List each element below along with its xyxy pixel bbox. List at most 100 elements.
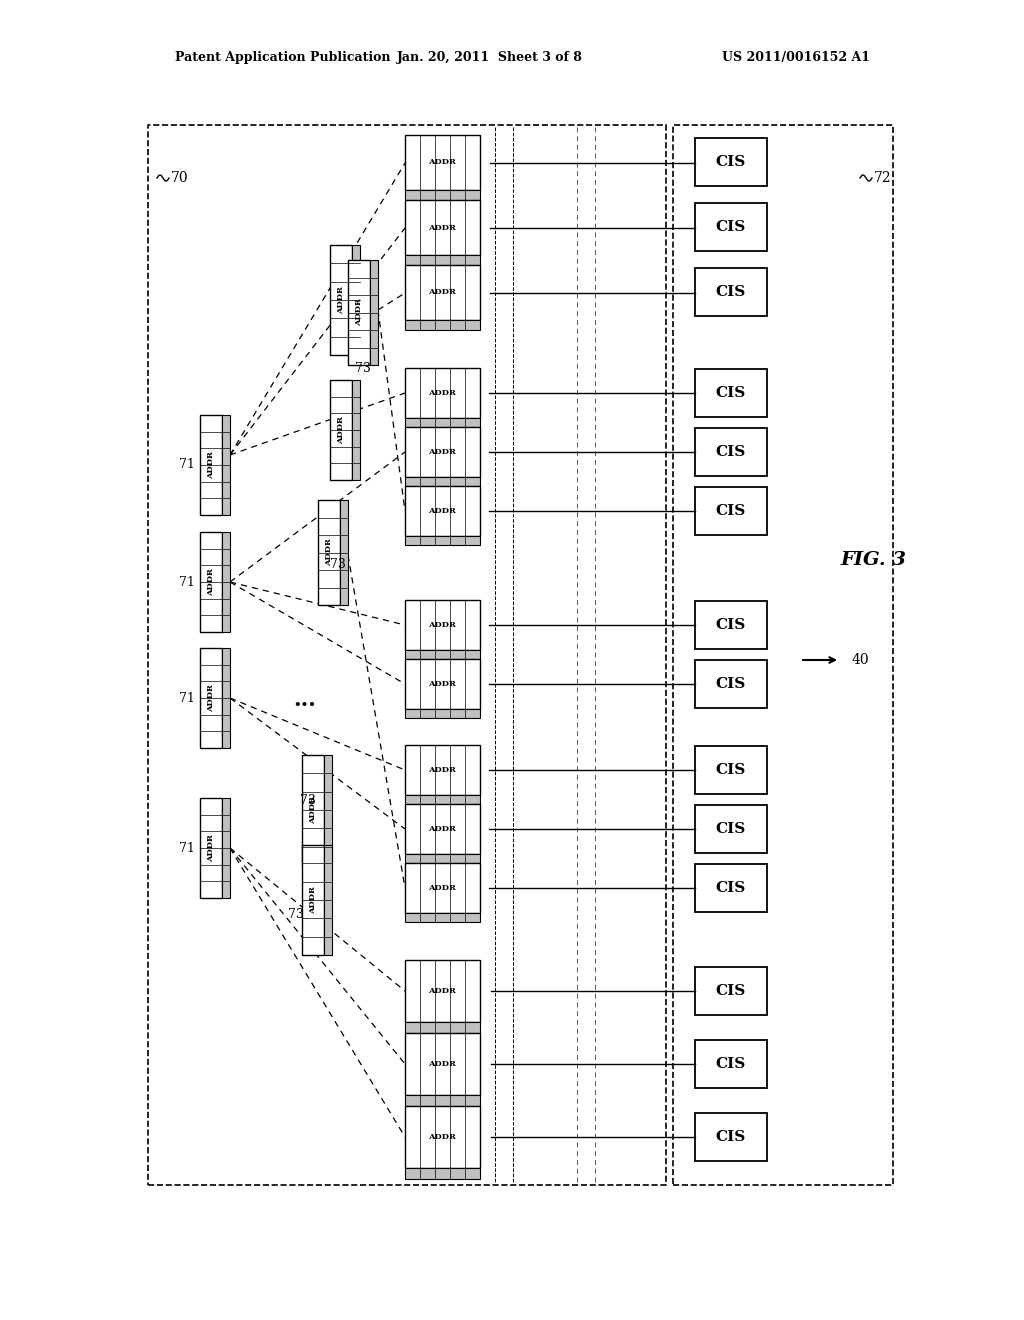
Bar: [148, 125, 666, 1185]
Text: CIS: CIS: [716, 445, 746, 459]
Bar: [695, 203, 767, 251]
Text: CIS: CIS: [716, 285, 746, 300]
Bar: [200, 532, 222, 632]
Bar: [695, 746, 767, 795]
Text: ADDR: ADDR: [325, 539, 333, 566]
Bar: [200, 414, 222, 515]
Bar: [222, 414, 230, 515]
Bar: [406, 601, 480, 649]
Text: US 2011/0016152 A1: US 2011/0016152 A1: [722, 50, 870, 63]
Text: ADDR: ADDR: [355, 298, 362, 326]
Bar: [406, 418, 480, 426]
Bar: [330, 380, 352, 480]
Bar: [406, 854, 480, 863]
Text: ADDR: ADDR: [429, 825, 457, 833]
Text: ADDR: ADDR: [207, 684, 215, 711]
Bar: [200, 648, 222, 748]
Text: ADDR: ADDR: [429, 507, 457, 515]
Bar: [406, 477, 480, 486]
Text: CIS: CIS: [716, 385, 746, 400]
Bar: [406, 804, 480, 854]
Text: ADDR: ADDR: [207, 568, 215, 595]
Bar: [348, 260, 370, 366]
Text: ADDR: ADDR: [429, 680, 457, 688]
Bar: [406, 319, 480, 330]
Bar: [302, 755, 324, 865]
Bar: [406, 960, 480, 1022]
Text: CIS: CIS: [716, 677, 746, 690]
Bar: [406, 1096, 480, 1106]
Bar: [352, 380, 360, 480]
Text: ADDR: ADDR: [429, 447, 457, 455]
Text: 71: 71: [179, 842, 195, 854]
Bar: [200, 799, 222, 898]
Bar: [406, 1022, 480, 1034]
Text: 71: 71: [179, 692, 195, 705]
Text: ADDR: ADDR: [207, 834, 215, 862]
Text: CIS: CIS: [716, 983, 746, 998]
Bar: [695, 139, 767, 186]
Text: ADDR: ADDR: [429, 987, 457, 995]
Text: CIS: CIS: [716, 822, 746, 836]
Bar: [406, 255, 480, 265]
Bar: [406, 536, 480, 545]
Text: ADDR: ADDR: [429, 1133, 457, 1140]
Bar: [695, 1040, 767, 1088]
Bar: [406, 649, 480, 659]
Bar: [406, 1168, 480, 1179]
Bar: [406, 426, 480, 477]
Bar: [695, 268, 767, 315]
Bar: [406, 795, 480, 804]
Text: CIS: CIS: [716, 763, 746, 777]
Text: ADDR: ADDR: [429, 1060, 457, 1068]
Bar: [406, 913, 480, 921]
Bar: [370, 260, 378, 366]
Bar: [330, 246, 352, 355]
Text: ADDR: ADDR: [337, 286, 345, 314]
Bar: [695, 865, 767, 912]
Text: 72: 72: [874, 172, 892, 185]
Text: 73: 73: [300, 793, 315, 807]
Text: 71: 71: [179, 458, 195, 471]
Bar: [406, 1034, 480, 1096]
Bar: [324, 845, 332, 954]
Text: CIS: CIS: [716, 618, 746, 632]
Bar: [406, 265, 480, 319]
Bar: [406, 201, 480, 255]
Bar: [695, 370, 767, 417]
Text: 73: 73: [288, 908, 304, 921]
Bar: [673, 125, 893, 1185]
Bar: [406, 744, 480, 795]
Bar: [318, 500, 340, 605]
Bar: [695, 968, 767, 1015]
Bar: [406, 1106, 480, 1168]
Text: 71: 71: [179, 576, 195, 589]
Text: FIG. 3: FIG. 3: [840, 550, 906, 569]
Bar: [406, 190, 480, 201]
Bar: [406, 135, 480, 190]
Text: Jan. 20, 2011  Sheet 3 of 8: Jan. 20, 2011 Sheet 3 of 8: [397, 50, 583, 63]
Text: ADDR: ADDR: [429, 158, 457, 166]
Text: ADDR: ADDR: [309, 886, 317, 913]
Bar: [695, 805, 767, 853]
Bar: [695, 601, 767, 649]
Bar: [406, 486, 480, 536]
Bar: [695, 660, 767, 708]
Text: ADDR: ADDR: [429, 884, 457, 892]
Bar: [406, 709, 480, 718]
Text: CIS: CIS: [716, 504, 746, 517]
Text: 73: 73: [355, 362, 371, 375]
Text: ADDR: ADDR: [429, 389, 457, 397]
Text: ADDR: ADDR: [429, 620, 457, 630]
Text: ADDR: ADDR: [207, 451, 215, 479]
Bar: [695, 428, 767, 477]
Text: Patent Application Publication: Patent Application Publication: [175, 50, 390, 63]
Text: CIS: CIS: [716, 880, 746, 895]
Text: ...: ...: [294, 689, 316, 711]
Bar: [352, 246, 360, 355]
Text: 70: 70: [171, 172, 188, 185]
Bar: [406, 659, 480, 709]
Bar: [695, 1113, 767, 1162]
Bar: [406, 368, 480, 418]
Bar: [695, 487, 767, 535]
